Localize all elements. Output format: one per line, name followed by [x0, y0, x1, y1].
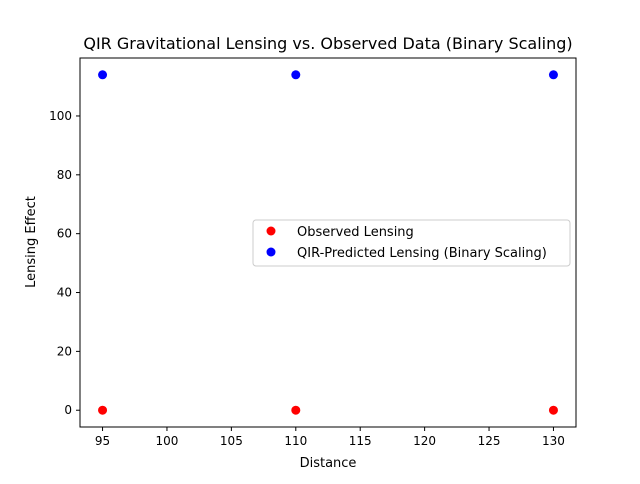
x-axis-ticks: 95 100 105 110 115 120 125 130	[95, 427, 565, 448]
x-tick-label: 100	[156, 434, 179, 448]
y-tick-label: 20	[57, 344, 72, 358]
y-tick-label: 80	[57, 168, 72, 182]
legend-box	[252, 219, 571, 267]
observed-lensing-point	[98, 405, 108, 415]
legend-marker-qir-predicted	[266, 247, 276, 257]
y-axis-label: Lensing Effect	[24, 196, 39, 288]
legend: Observed Lensing QIR-Predicted Lensing (…	[252, 219, 571, 267]
x-tick-label: 110	[284, 434, 307, 448]
x-tick-label: 130	[542, 434, 565, 448]
y-tick-label: 0	[64, 403, 72, 417]
observed-lensing-point	[291, 405, 301, 415]
observed-lensing-point	[548, 405, 558, 415]
x-tick-label: 105	[220, 434, 243, 448]
legend-marker-observed	[266, 226, 276, 236]
legend-label-observed: Observed Lensing	[297, 225, 414, 240]
qir-predicted-lensing-point	[98, 70, 108, 80]
y-tick-label: 60	[57, 227, 72, 241]
y-tick-label: 100	[49, 109, 72, 123]
y-axis-ticks: 0 20 40 60 80 100	[49, 109, 80, 417]
qir-predicted-lensing-point	[548, 70, 558, 80]
chart-title: QIR Gravitational Lensing vs. Observed D…	[83, 34, 572, 53]
x-tick-label: 125	[478, 434, 501, 448]
data-points	[98, 70, 558, 415]
legend-label-qir-predicted: QIR-Predicted Lensing (Binary Scaling)	[297, 246, 547, 261]
x-tick-label: 115	[349, 434, 372, 448]
y-tick-label: 40	[57, 286, 72, 300]
x-tick-label: 120	[413, 434, 436, 448]
qir-predicted-lensing-point	[291, 70, 301, 80]
x-tick-label: 95	[95, 434, 110, 448]
x-axis-label: Distance	[300, 456, 357, 471]
